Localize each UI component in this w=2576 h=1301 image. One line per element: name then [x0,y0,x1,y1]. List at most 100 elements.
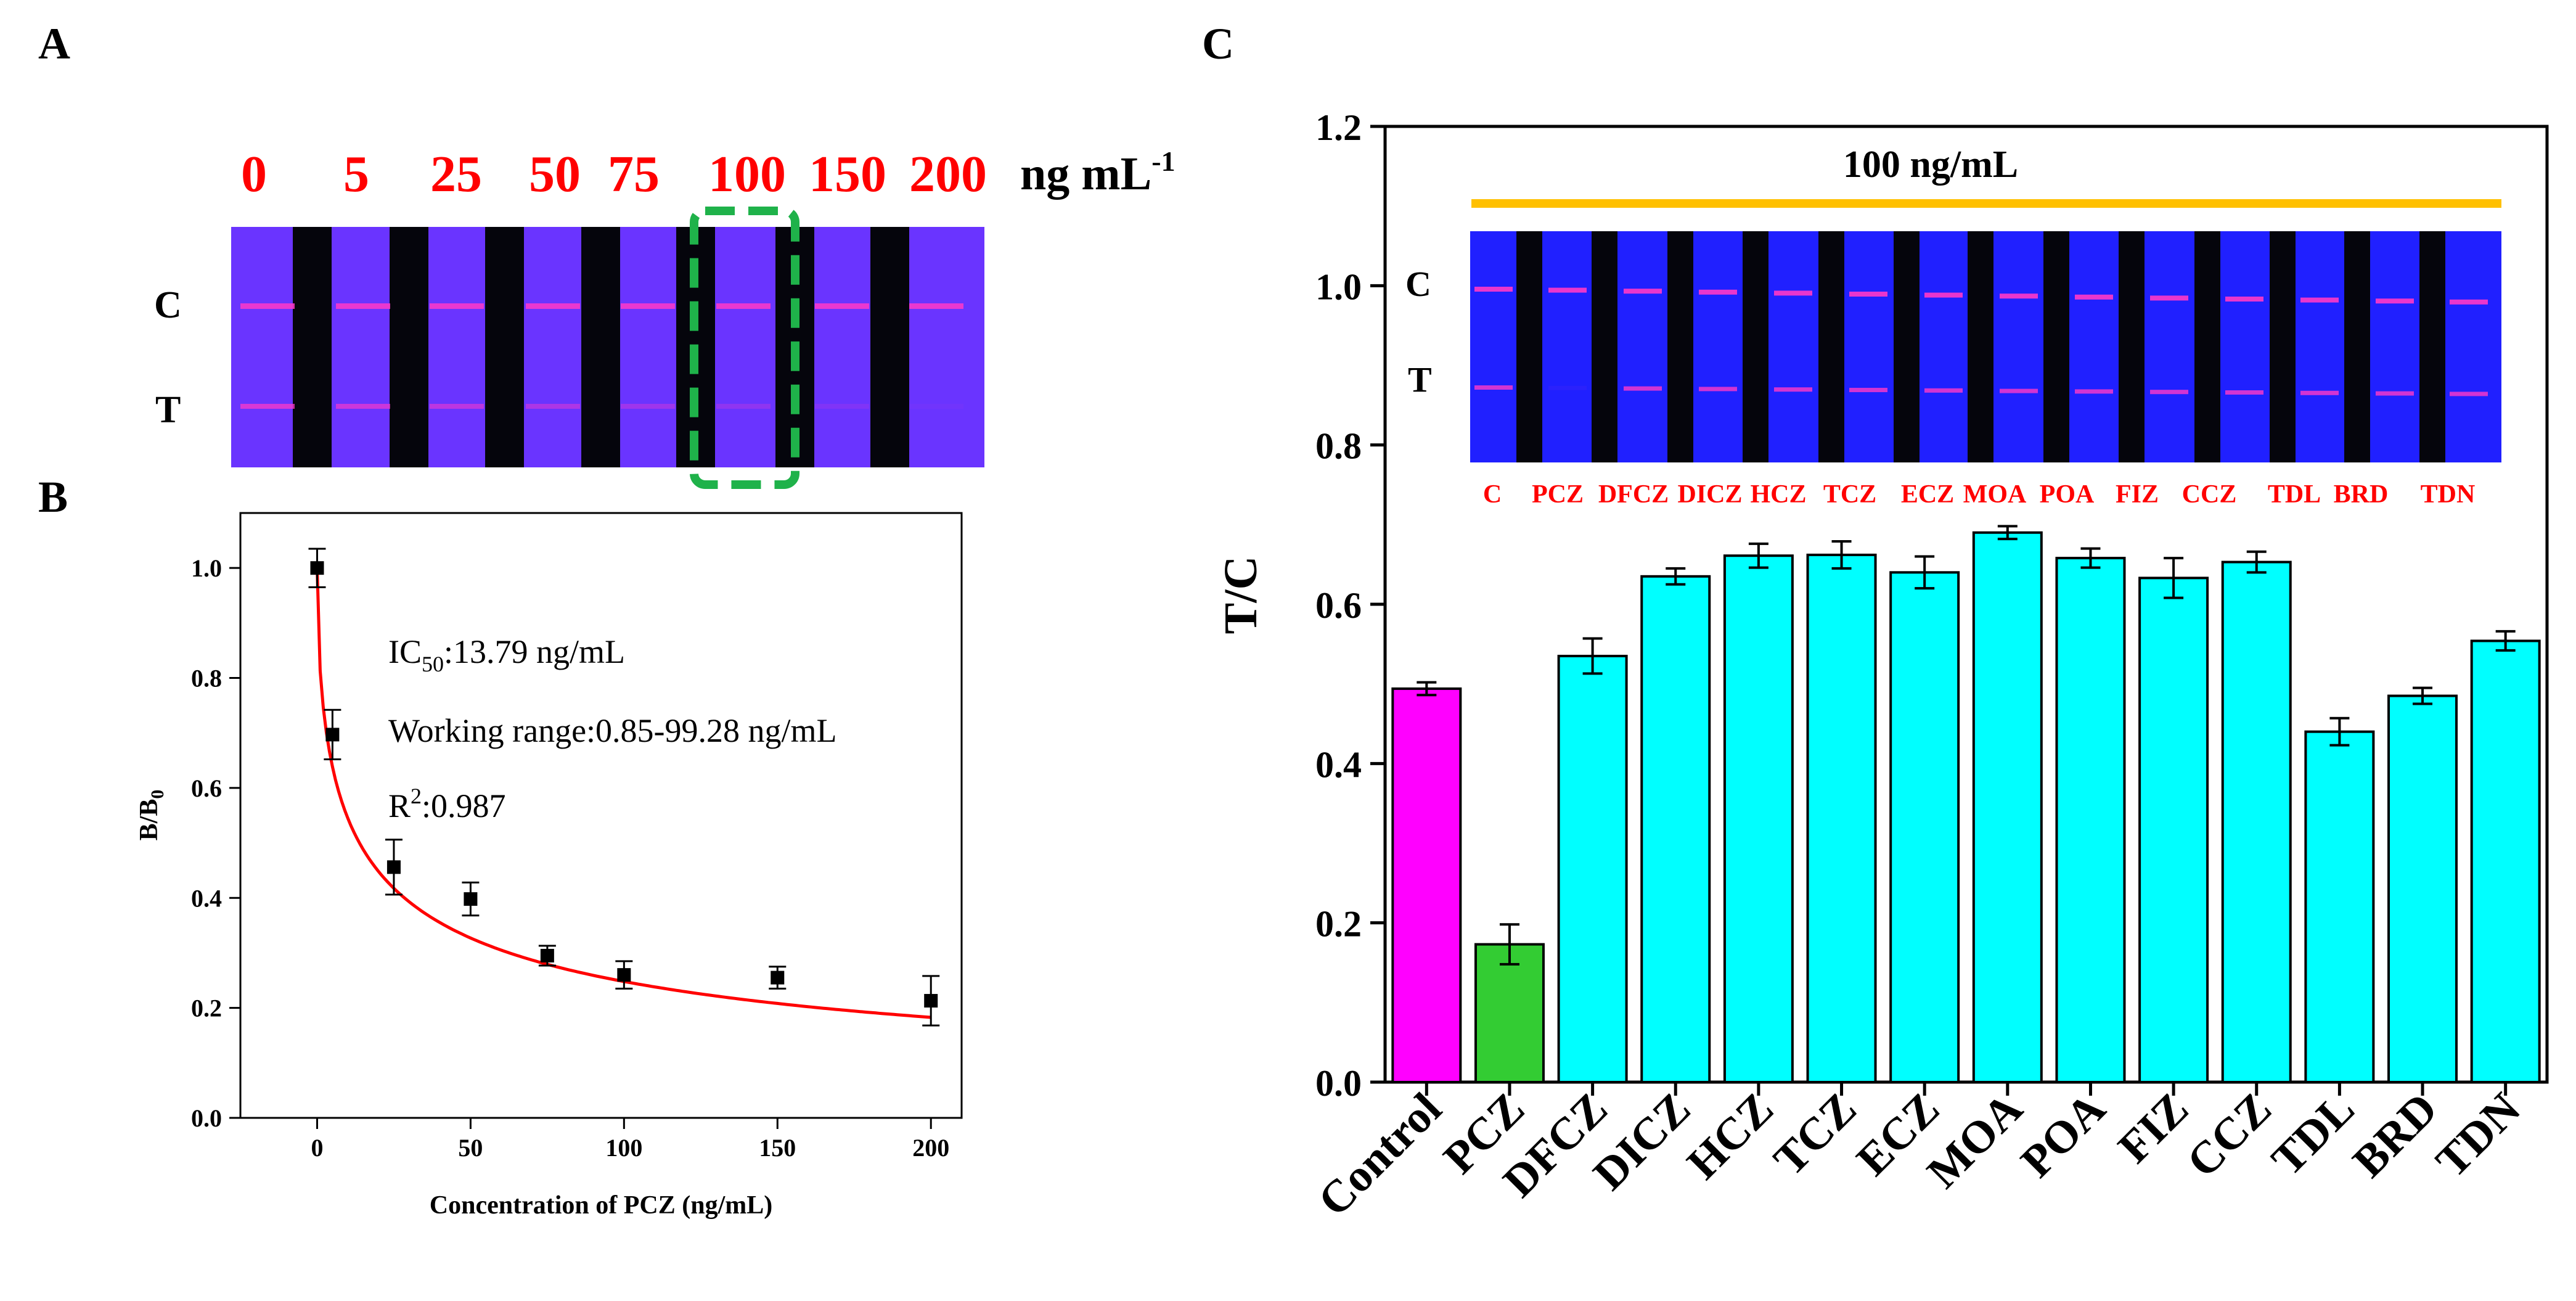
panel-b-label: B [38,472,68,522]
inset-control-band [2000,293,2038,299]
concentration-label: 100 [708,146,786,203]
unit-superscript: -1 [1151,146,1175,177]
strip-gap [293,227,332,467]
inset-control-band [1474,287,1513,292]
test-line-band [526,404,580,409]
bar [2221,560,2292,1083]
panel-a: A 0 5 25 50 75 100 150 200 ng mL-1 C T [38,19,1176,489]
inset-strip-gap [1516,231,1542,462]
control-line-band [526,303,580,309]
inset-test-band [1849,388,1887,392]
x-tick-label-c: BRD [2344,1083,2447,1187]
test-strips [240,227,963,467]
y-tick-label-c: 0.4 [1315,744,1362,785]
data-point [310,561,324,575]
strip-gap [390,227,428,467]
y-tick-label-c: 0.0 [1315,1063,1362,1104]
axis-ticks-b: 0 50 100 150 200 0.0 0.2 0.4 0.6 0.8 1.0 [191,554,949,1162]
inset-control-band [1548,287,1587,293]
x-tick-label-c: Control [1309,1083,1451,1226]
test-line-label: T [155,389,181,431]
inset-strips: 100 ng/mL C T C PCZ DFCZ DICZ HCZ TCZ ECZ MOA PO… [1405,144,2501,509]
bars [1391,525,2541,1084]
inset-test-band [1548,385,1587,390]
strip-gap [581,227,620,467]
x-tick-label-b: 0 [311,1134,323,1162]
inset-strip-label: HCZ [1750,480,1806,509]
inset-strip-label: MOA [1963,480,2027,509]
bar [2304,730,2375,1083]
ylabel-b: B/B0 [135,790,168,841]
test-line-band [716,404,771,409]
inset-control-band [2225,297,2263,302]
x-tick-label-c: HCZ [1678,1083,1783,1189]
inset-title: 100 ng/mL [1843,144,2018,186]
ic50-sub: 50 [422,652,444,676]
bar [1806,553,1877,1083]
bar [1889,571,1960,1083]
control-line-band [621,303,675,309]
inset-control-band [1849,292,1887,297]
concentration-label: 75 [608,146,660,203]
inset-strip-gap [1667,231,1693,462]
strip-gap [870,227,909,467]
inset-strip-gap [1592,231,1617,462]
inset-strip-label: ECZ [1901,480,1954,509]
xlabel-b: Concentration of PCZ (ng/mL) [430,1191,772,1220]
data-point [924,994,938,1008]
x-tick-label-c: MOA [1918,1083,2032,1198]
r2-annotation: R2:0.987 [388,784,506,824]
bar [1972,531,2043,1083]
concentration-label: 5 [343,146,369,203]
x-tick-label-c: DICZ [1584,1083,1700,1200]
data-point [325,728,340,742]
ic50-main: IC [388,633,422,670]
concentration-labels: 0 5 25 50 75 100 150 200 [241,146,987,203]
inset-strip-label: BRD [2334,480,2389,509]
y-tick-label-c: 0.6 [1315,585,1362,626]
inset-test-band [1924,388,1963,393]
x-tick-label-b: 50 [458,1134,483,1162]
inset-strip-gap [1818,231,1844,462]
x-tick-label-c: TDL [2262,1083,2365,1186]
concentration-label: 50 [529,146,581,203]
x-tick-label-b: 100 [605,1134,642,1162]
inset-control-band [1774,290,1812,296]
inset-test-band [1474,385,1513,390]
x-tick-label-c: POA [2011,1083,2115,1187]
test-line-band [336,404,390,409]
data-point [771,971,785,985]
y-tick-label-b: 0.4 [191,884,222,912]
x-tick-label-c: TDN [2426,1083,2530,1187]
x-tick-label-b: 200 [912,1134,949,1162]
inset-strip-gap [2419,231,2445,462]
inset-strip-gap [2119,231,2145,462]
x-tick-label-c: TCZ [1764,1083,1867,1186]
concentration-label: 0 [241,146,267,203]
control-line-band [240,303,295,309]
inset-test-band [2000,388,2038,393]
bar [1391,687,1462,1083]
data-point [617,968,631,982]
test-line-band [430,404,484,409]
y-tick-label-c: 0.2 [1315,904,1362,945]
concentration-label: 200 [909,146,987,203]
ylabel-c: T/C [1215,556,1267,634]
bar [2055,557,2126,1083]
inset-strip-label: FIZ [2116,480,2159,509]
concentration-label: 150 [809,146,886,203]
control-line-label: C [154,284,182,326]
inset-test-band [1699,387,1737,392]
inset-strip-labels: C PCZ DFCZ DICZ HCZ TCZ ECZ MOA POA FIZ CCZ TDL BRD T… [1483,480,2476,509]
panel-c-label: C [1202,19,1234,68]
inset-strip-label: CCZ [2182,480,2237,509]
data-points [308,548,940,1027]
working-range-annotation: Working range:0.85-99.28 ng/mL [388,712,837,749]
inset-strip-label: DFCZ [1598,480,1669,509]
inset-test-band [2300,390,2339,395]
inset-strip-label: C [1483,480,1502,509]
x-tick-label-c: CCZ [2177,1083,2281,1187]
data-point [540,948,554,962]
y-tick-label-b: 0.0 [191,1104,222,1132]
